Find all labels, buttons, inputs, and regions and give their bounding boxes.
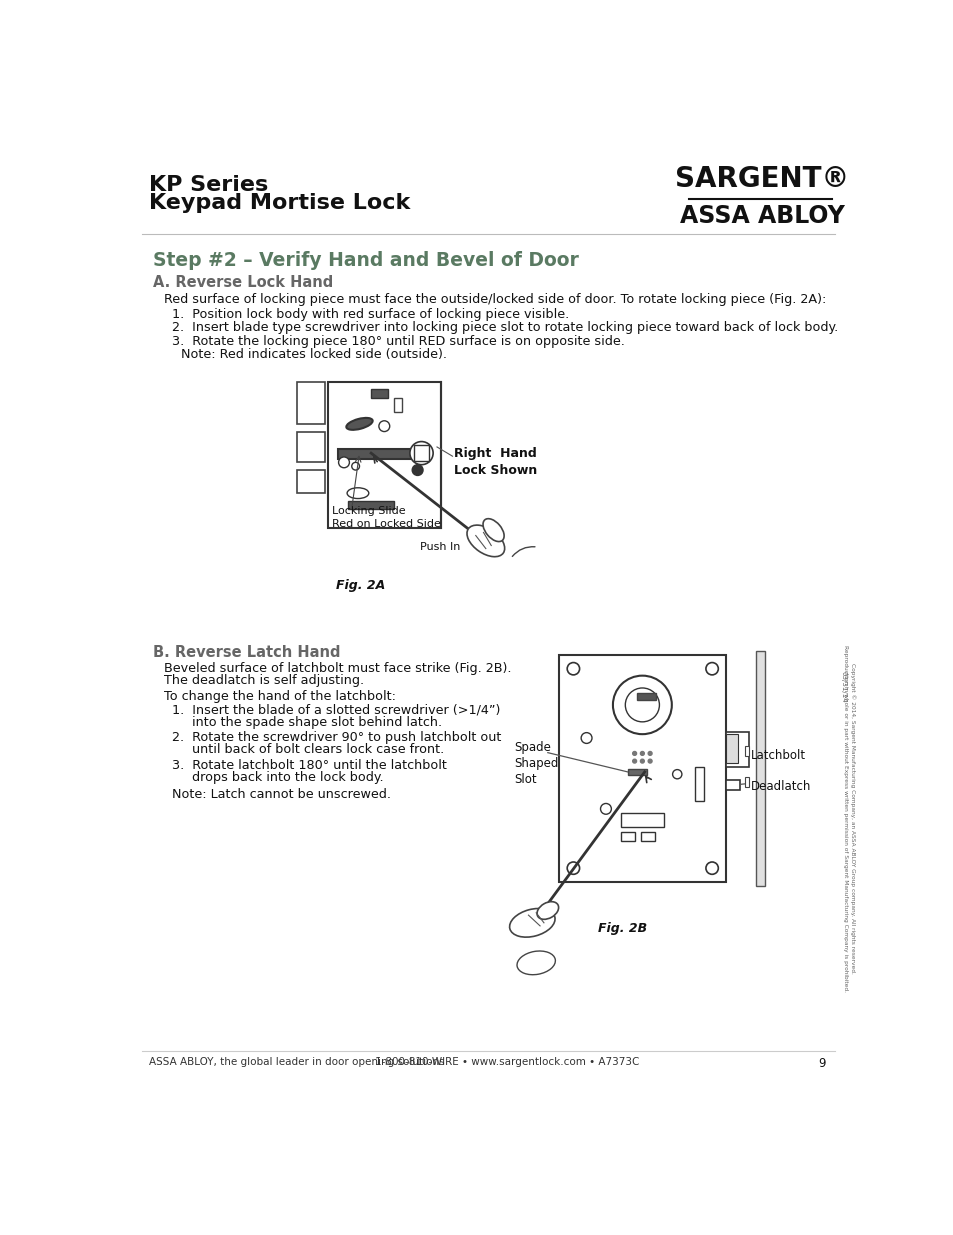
Ellipse shape [346, 417, 373, 430]
Bar [725, 732, 748, 767]
Ellipse shape [509, 909, 555, 937]
Circle shape [705, 662, 718, 674]
Bar [328, 382, 440, 527]
Text: 3.  Rotate the locking piece 180° until RED surface is on opposite side.: 3. Rotate the locking piece 180° until R… [172, 335, 624, 347]
Circle shape [705, 862, 718, 874]
Circle shape [632, 751, 636, 756]
Circle shape [639, 760, 643, 763]
Bar [725, 734, 737, 763]
Text: Red surface of locking piece must face the outside/locked side of door. To rotat: Red surface of locking piece must face t… [164, 293, 825, 306]
Text: 1.  Insert the blade of a slotted screwdriver (>1/4”): 1. Insert the blade of a slotted screwdr… [172, 704, 499, 716]
Text: 03/31/14: 03/31/14 [840, 672, 846, 703]
Text: KP Series: KP Series [149, 175, 268, 195]
Text: 9: 9 [818, 1057, 825, 1070]
Bar [371, 389, 388, 399]
Bar [620, 832, 635, 841]
Text: Right  Hand
Lock Shown: Right Hand Lock Shown [454, 447, 537, 477]
Circle shape [580, 732, 592, 743]
Bar [297, 471, 324, 493]
Text: Keypad Mortise Lock: Keypad Mortise Lock [149, 193, 410, 212]
Text: Note: Red indicates locked side (outside).: Note: Red indicates locked side (outside… [181, 348, 447, 362]
Bar [394, 399, 402, 412]
Text: 1.  Position lock body with red surface of locking piece visible.: 1. Position lock body with red surface o… [172, 309, 569, 321]
Bar [725, 779, 740, 790]
Circle shape [352, 462, 359, 471]
Circle shape [412, 464, 422, 475]
Text: A. Reverse Lock Hand: A. Reverse Lock Hand [153, 275, 334, 290]
Text: Deadlatch: Deadlatch [750, 779, 810, 793]
Text: The deadlatch is self adjusting.: The deadlatch is self adjusting. [164, 674, 364, 687]
Circle shape [599, 804, 611, 814]
Ellipse shape [482, 519, 503, 542]
Circle shape [612, 676, 671, 734]
Ellipse shape [517, 951, 555, 974]
Circle shape [639, 751, 643, 756]
Text: Latchbolt: Latchbolt [750, 748, 805, 762]
Circle shape [632, 760, 636, 763]
Bar [348, 501, 394, 509]
Text: 2.  Rotate the screwdriver 90° to push latchbolt out: 2. Rotate the screwdriver 90° to push la… [172, 731, 500, 745]
Bar [297, 382, 324, 424]
Text: ASSA ABLOY, the global leader in door opening solutions: ASSA ABLOY, the global leader in door op… [149, 1057, 444, 1067]
Circle shape [410, 442, 433, 464]
Bar [627, 769, 646, 776]
Text: ASSA ABLOY: ASSA ABLOY [679, 205, 844, 228]
Text: 2.  Insert blade type screwdriver into locking piece slot to rotate locking piec: 2. Insert blade type screwdriver into lo… [172, 321, 838, 335]
Bar [755, 651, 764, 885]
Circle shape [567, 662, 579, 674]
Text: Fig. 2A: Fig. 2A [335, 579, 385, 593]
Bar [558, 655, 725, 882]
Text: 3.  Rotate latchbolt 180° until the latchbolt: 3. Rotate latchbolt 180° until the latch… [172, 758, 446, 772]
Text: drops back into the lock body.: drops back into the lock body. [172, 771, 383, 784]
Circle shape [647, 760, 652, 763]
Circle shape [338, 457, 349, 468]
Text: Locking Slide
Red on Locked Side: Locking Slide Red on Locked Side [332, 506, 441, 529]
Circle shape [378, 421, 390, 431]
Bar [744, 777, 748, 787]
Circle shape [647, 751, 652, 756]
Ellipse shape [537, 902, 558, 919]
Text: until back of bolt clears lock case front.: until back of bolt clears lock case fron… [172, 743, 444, 756]
Circle shape [567, 862, 579, 874]
Ellipse shape [347, 488, 369, 499]
Text: B. Reverse Latch Hand: B. Reverse Latch Hand [153, 645, 340, 659]
Text: Fig. 2B: Fig. 2B [598, 923, 647, 935]
Bar [695, 767, 703, 802]
Text: Note: Latch cannot be unscrewed.: Note: Latch cannot be unscrewed. [172, 788, 391, 802]
Text: Push In: Push In [419, 542, 460, 552]
Text: Copyright © 2014, Sargent Manufacturing Company, an ASSA ABLOY Group company. Al: Copyright © 2014, Sargent Manufacturing … [842, 645, 854, 992]
Bar [637, 693, 656, 699]
Bar [337, 450, 411, 458]
Text: 1-800-810-WIRE • www.sargentlock.com • A7373C: 1-800-810-WIRE • www.sargentlock.com • A… [375, 1057, 639, 1067]
Text: SARGENT®: SARGENT® [675, 165, 849, 193]
Text: Spade
Shaped
Slot: Spade Shaped Slot [514, 741, 558, 787]
Text: Step #2 – Verify Hand and Bevel of Door: Step #2 – Verify Hand and Bevel of Door [153, 251, 578, 269]
Bar [620, 813, 663, 826]
Text: To change the hand of the latchbolt:: To change the hand of the latchbolt: [164, 689, 395, 703]
Text: into the spade shape slot behind latch.: into the spade shape slot behind latch. [172, 716, 441, 729]
Ellipse shape [466, 525, 504, 557]
Bar [640, 832, 654, 841]
Bar [297, 431, 324, 462]
Bar [744, 746, 748, 756]
Circle shape [624, 688, 659, 721]
Text: Beveled surface of latchbolt must face strike (Fig. 2B).: Beveled surface of latchbolt must face s… [164, 662, 511, 674]
Bar [414, 446, 429, 461]
Circle shape [672, 769, 681, 779]
